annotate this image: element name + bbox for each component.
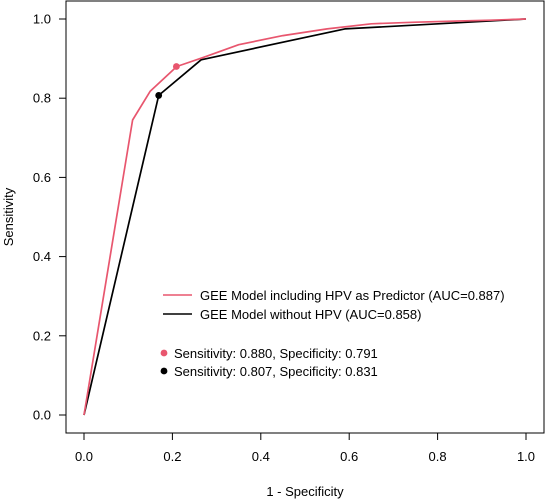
x-axis: 0.0 0.2 0.4 0.6 0.8 1.0: [75, 432, 535, 464]
legend-label-without-hpv: GEE Model without HPV (AUC=0.858): [200, 307, 421, 322]
x-axis-title: 1 - Specificity: [266, 484, 344, 499]
y-tick-label-3: 0.6: [33, 170, 51, 185]
y-tick-label-1: 0.2: [33, 328, 51, 343]
x-tick-label-4: 0.8: [429, 449, 447, 464]
threshold-point-0: [172, 63, 180, 70]
y-tick-label-4: 0.8: [33, 91, 51, 106]
x-tick-label-2: 0.4: [252, 449, 270, 464]
series-layer: [83, 18, 527, 416]
y-tick-label-5: 1.0: [33, 12, 51, 27]
y-axis-title: Sensitivity: [1, 187, 16, 246]
x-tick-label-5: 1.0: [517, 449, 535, 464]
y-axis: 0.0 0.2 0.4 0.6 0.8 1.0: [33, 12, 67, 423]
legend-label-point-black: Sensitivity: 0.807, Specificity: 0.831: [174, 364, 378, 379]
points-layer: [155, 63, 180, 99]
threshold-point-1: [155, 92, 163, 99]
legend-marker-point-black: [160, 367, 168, 375]
legend-label-including-hpv: GEE Model including HPV as Predictor (AU…: [200, 288, 505, 303]
roc-line-without-hpv: [83, 18, 527, 416]
x-tick-label-3: 0.6: [340, 449, 358, 464]
legend-label-point-red: Sensitivity: 0.880, Specificity: 0.791: [174, 346, 378, 361]
roc-line-including-hpv: [83, 18, 527, 416]
y-tick-label-0: 0.0: [33, 408, 51, 423]
legend: GEE Model including HPV as Predictor (AU…: [160, 288, 505, 379]
y-tick-label-2: 0.4: [33, 249, 51, 264]
x-tick-label-0: 0.0: [75, 449, 93, 464]
legend-marker-point-red: [160, 349, 168, 357]
x-tick-label-1: 0.2: [163, 449, 181, 464]
